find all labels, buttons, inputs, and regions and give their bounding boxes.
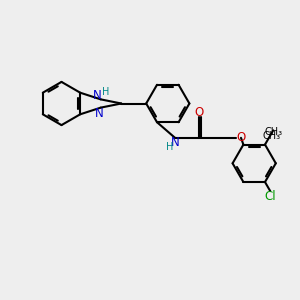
Text: O: O [236, 131, 246, 144]
Text: H: H [166, 142, 173, 152]
Text: H: H [103, 87, 110, 97]
Text: O: O [194, 106, 204, 118]
Text: N: N [95, 106, 103, 119]
Text: N: N [171, 136, 179, 149]
Text: Cl: Cl [264, 190, 276, 203]
Text: CH₃: CH₃ [264, 127, 282, 137]
Text: CH₃: CH₃ [263, 131, 281, 141]
Text: N: N [92, 89, 101, 102]
